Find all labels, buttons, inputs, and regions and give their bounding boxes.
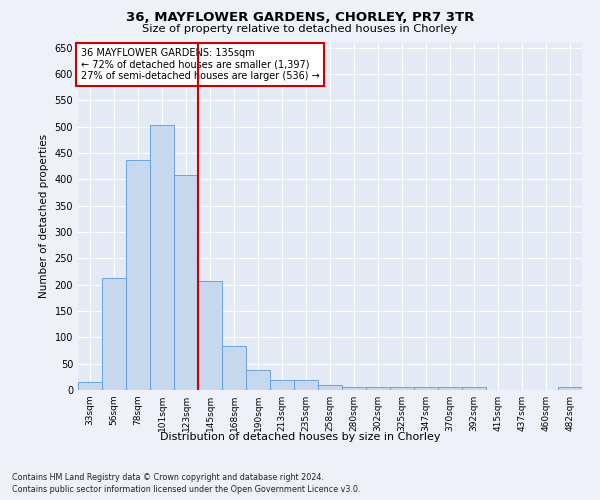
Bar [198,281,222,390]
Bar [390,388,414,390]
Y-axis label: Number of detached properties: Number of detached properties [39,134,49,298]
Text: Contains public sector information licensed under the Open Government Licence v3: Contains public sector information licen… [12,485,361,494]
Bar [414,388,438,390]
Bar [126,160,150,390]
Text: 36 MAYFLOWER GARDENS: 135sqm
← 72% of detached houses are smaller (1,397)
27% of: 36 MAYFLOWER GARDENS: 135sqm ← 72% of de… [80,48,319,81]
Bar [318,384,342,390]
Bar [78,382,102,390]
Bar [558,388,582,390]
Bar [102,278,126,390]
Bar [246,370,270,390]
Bar [150,125,174,390]
Text: 36, MAYFLOWER GARDENS, CHORLEY, PR7 3TR: 36, MAYFLOWER GARDENS, CHORLEY, PR7 3TR [126,11,474,24]
Bar [366,388,390,390]
Bar [222,346,246,390]
Text: Distribution of detached houses by size in Chorley: Distribution of detached houses by size … [160,432,440,442]
Text: Size of property relative to detached houses in Chorley: Size of property relative to detached ho… [142,24,458,34]
Bar [174,175,198,390]
Bar [438,388,462,390]
Bar [270,380,294,390]
Bar [342,388,366,390]
Bar [294,380,318,390]
Text: Contains HM Land Registry data © Crown copyright and database right 2024.: Contains HM Land Registry data © Crown c… [12,472,324,482]
Bar [462,388,486,390]
